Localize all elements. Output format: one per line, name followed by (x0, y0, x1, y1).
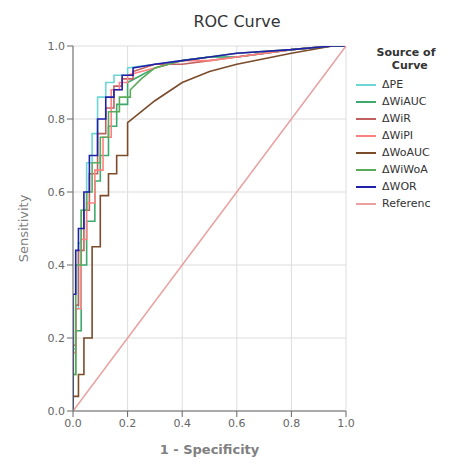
svg-text:1 - Specificity: 1 - Specificity (160, 442, 260, 457)
svg-text:0.2: 0.2 (119, 417, 137, 430)
svg-text:1.0: 1.0 (48, 40, 66, 53)
svg-text:0.6: 0.6 (228, 417, 246, 430)
svg-text:0.0: 0.0 (48, 405, 66, 418)
svg-text:0.8: 0.8 (48, 113, 66, 126)
html-text:Source of: Source of (376, 46, 436, 59)
svg-text:0.0: 0.0 (64, 417, 82, 430)
html-text:ΔWiWoA: ΔWiWoA (382, 163, 428, 176)
html-text:ΔWiPI: ΔWiPI (382, 129, 414, 142)
html-text:ΔWOR: ΔWOR (382, 180, 417, 193)
html-text:Curve: Curve (384, 59, 428, 72)
svg-text:0.6: 0.6 (48, 186, 66, 199)
html-text:ΔPE: ΔPE (382, 78, 404, 91)
html-text:ROC Curve: ROC Curve (193, 12, 281, 31)
svg-text:Sensitivity: Sensitivity (16, 194, 31, 262)
svg-text:0.4: 0.4 (173, 417, 191, 430)
svg-text:1.0: 1.0 (337, 417, 355, 430)
html-text:ΔWoAUC: ΔWoAUC (382, 146, 430, 159)
svg-text:0.4: 0.4 (48, 259, 66, 272)
html-text:ΔWiAUC: ΔWiAUC (382, 95, 427, 108)
svg-text:0.2: 0.2 (48, 332, 66, 345)
html-text:ΔWiR: ΔWiR (382, 112, 411, 125)
svg-text:0.8: 0.8 (283, 417, 301, 430)
html-text:Referenc: Referenc (382, 197, 431, 210)
